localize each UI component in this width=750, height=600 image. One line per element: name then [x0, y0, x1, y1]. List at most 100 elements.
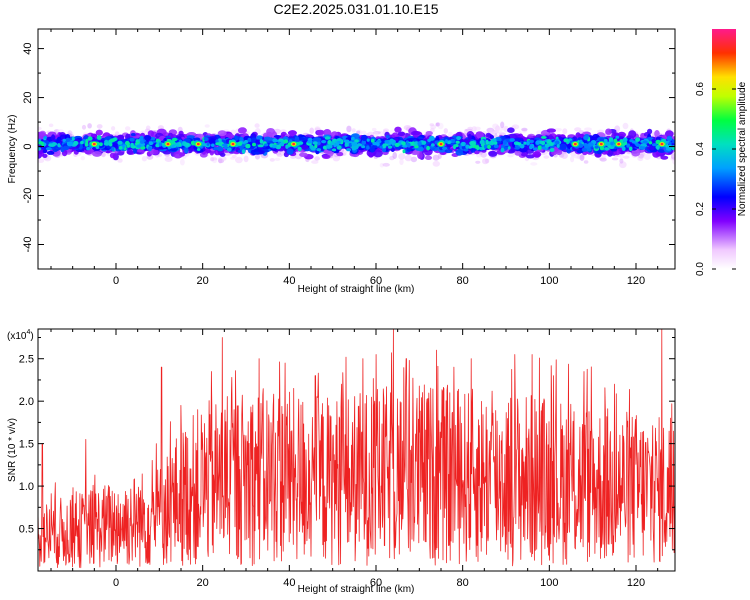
spectrogram-cell: [621, 146, 626, 152]
spectrogram-cell: [247, 137, 252, 143]
spectrogram-cell: [332, 155, 341, 162]
spectrogram-cell: [111, 146, 115, 152]
spectrogram-y-tick-label: 20: [22, 91, 34, 103]
spectrogram-cell: [599, 138, 605, 142]
spectrogram-cell: [541, 146, 547, 150]
spectrogram-cell: [651, 143, 658, 147]
spectrogram-cell: [417, 146, 424, 152]
spectrogram-cell: [85, 138, 89, 144]
spectrogram-cell: [216, 146, 224, 152]
spectrogram-cell: [594, 145, 599, 149]
spectrogram-cell: [92, 151, 102, 157]
spectrogram-cell: [243, 155, 249, 163]
spectrogram-cell: [62, 145, 70, 151]
colorbar-tick-label: 0.2: [695, 202, 706, 216]
spectrogram-cell: [351, 136, 355, 141]
spectrogram-cell: [38, 126, 42, 131]
spectrogram-cell: [561, 152, 568, 159]
spectrogram-cell: [256, 135, 263, 141]
spectrogram-cell: [639, 145, 646, 150]
spectrogram-cell: [443, 128, 448, 134]
spectrogram-cell: [193, 137, 201, 141]
spectrogram-cell: [465, 144, 470, 149]
snr-multiplier-prefix: (x10: [7, 331, 27, 342]
spectrogram-cell: [139, 130, 147, 134]
spectrogram-cell: [610, 141, 614, 146]
colorbar-tick-label: 0.6: [695, 82, 706, 96]
spectrogram-cell: [43, 135, 48, 139]
snr-series-line: [38, 329, 675, 569]
spectrogram-cell: [211, 143, 215, 147]
spectrogram-cell: [417, 141, 422, 146]
spectrogram-cell: [175, 142, 180, 147]
spectrogram-cell: [283, 139, 289, 144]
spectrogram-cell: [432, 160, 440, 167]
spectrogram-peak: [660, 142, 664, 146]
spectrogram-cell: [351, 145, 357, 151]
spectrogram-cell: [288, 130, 297, 137]
snr-x-axis-label: Height of straight line (km): [298, 584, 415, 595]
spectrogram-cell: [535, 140, 540, 145]
spectrogram-cell: [237, 149, 242, 153]
spectrogram-cell: [619, 158, 624, 164]
spectrogram-cell: [335, 142, 339, 148]
spectrogram-cell: [622, 122, 629, 130]
spectrogram-cell: [635, 143, 641, 147]
spectrogram-cell: [470, 146, 476, 153]
spectrogram-cell: [536, 130, 542, 135]
spectrogram-peak: [231, 142, 235, 146]
spectrogram-cell: [321, 140, 327, 144]
spectrogram-cell: [361, 130, 367, 135]
spectrogram-cell: [384, 140, 390, 144]
spectrogram-cell: [126, 143, 130, 148]
spectrogram-cell: [657, 149, 666, 153]
spectrogram-cell: [153, 149, 159, 155]
spectrogram-cell: [206, 142, 210, 146]
spectrogram-cell: [635, 137, 641, 142]
spectrogram-cell: [629, 139, 634, 143]
snr-y-axis: 0.5 1.0 1.5 2.0 2.5: [19, 336, 675, 572]
spectrogram-cell: [476, 145, 480, 151]
spectrogram-cell: [549, 148, 555, 152]
spectrogram-cell: [537, 145, 542, 151]
spectrogram-cell: [366, 145, 370, 150]
spectrogram-cell: [344, 142, 348, 147]
spectrogram-cell: [476, 131, 484, 139]
spectrogram-cell: [372, 131, 379, 137]
spectrogram-cell: [398, 153, 406, 160]
spectrogram-cell: [286, 148, 294, 155]
spectrogram-cell: [461, 142, 465, 147]
spectrogram-cell: [529, 144, 533, 149]
spectrogram-x-tick-label: 100: [540, 275, 558, 287]
spectrogram-peak: [573, 142, 577, 146]
spectrogram-cell: [215, 142, 221, 146]
spectrogram-cell: [208, 138, 216, 145]
spectrogram-cell: [300, 145, 309, 150]
spectrogram-cell: [111, 142, 118, 148]
spectrogram-cell: [476, 153, 482, 158]
spectrogram-cell: [660, 155, 669, 160]
snr-x-tick-label: 40: [283, 577, 295, 589]
spectrogram-cell: [299, 152, 308, 158]
spectrogram-cell: [136, 144, 142, 148]
spectrogram-cell: [523, 141, 527, 145]
spectrogram-x-tick-label: 40: [283, 275, 295, 287]
spectrogram-cell: [543, 155, 550, 159]
spectrogram-cell: [559, 143, 567, 151]
spectrogram-cell: [310, 146, 316, 151]
spectrogram-cell: [254, 123, 260, 128]
spectrogram-x-axis-label: Height of straight line (km): [298, 284, 415, 295]
spectrogram-cell: [125, 126, 131, 131]
spectrogram-cell: [323, 129, 332, 137]
spectrogram-cell: [643, 153, 651, 160]
spectrogram-cell: [544, 143, 550, 148]
spectrogram-cell: [668, 141, 672, 146]
spectrogram-cell: [463, 148, 469, 152]
spectrogram-cell: [370, 138, 375, 143]
spectrogram-cell: [373, 149, 383, 158]
spectrogram-cell: [322, 154, 331, 159]
spectrogram-cell: [507, 146, 511, 150]
spectrogram-cell: [548, 142, 555, 147]
spectrogram-cell: [218, 157, 223, 164]
spectrogram-peak: [196, 142, 200, 146]
